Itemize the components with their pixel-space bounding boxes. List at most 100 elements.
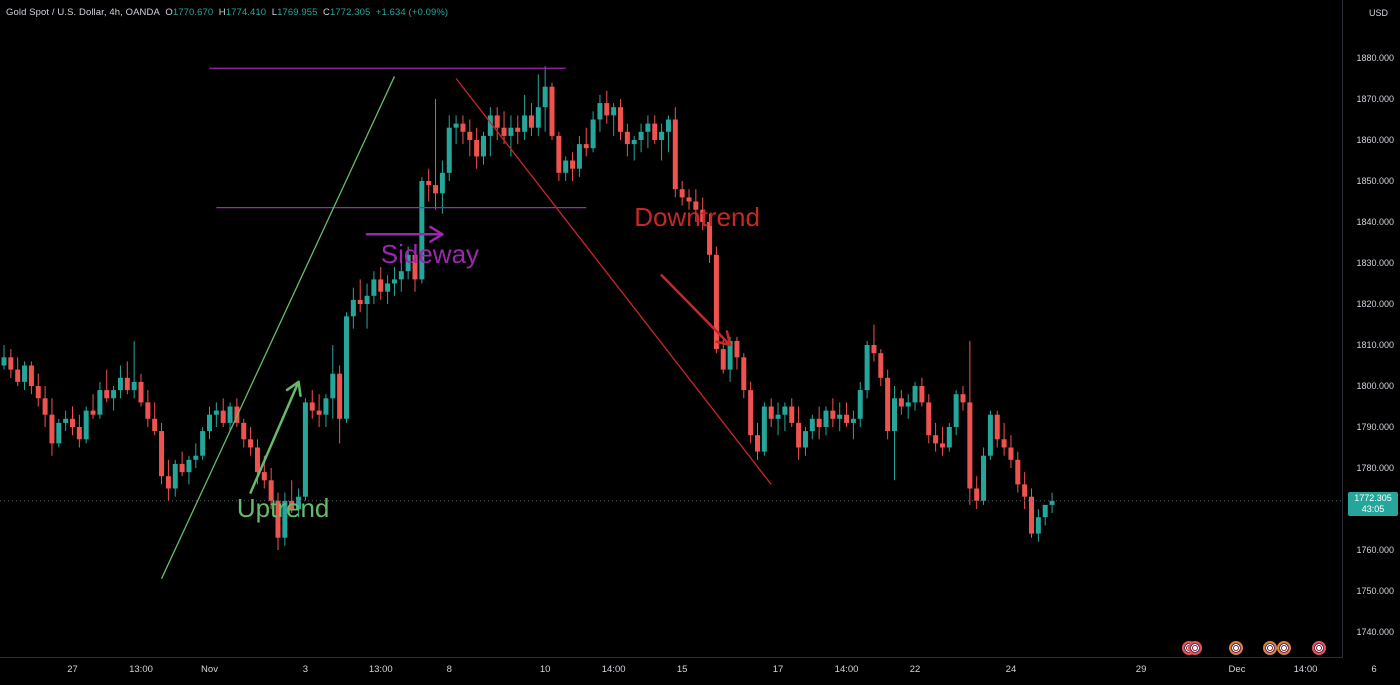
candle-down (583, 144, 589, 149)
candle-up (576, 144, 582, 169)
price-tick-label: 1870.000 (1356, 94, 1394, 104)
candle-up (946, 427, 952, 448)
candle-down (994, 414, 1000, 440)
open-label: O (165, 7, 173, 18)
time-tick-label: 14:00 (1294, 664, 1318, 675)
candle-down (652, 123, 658, 140)
candle-up (638, 131, 644, 140)
time-tick-label: 14:00 (835, 664, 859, 675)
candle-down (528, 115, 534, 128)
annotations-layer: Uptrend Sideway Downtrend (160, 67, 772, 579)
candle-up (398, 271, 404, 280)
candle-down (549, 86, 555, 136)
candle-up (864, 345, 870, 391)
candle-up (775, 414, 781, 419)
low-label: L (271, 7, 278, 18)
candle-down (720, 349, 726, 370)
us-flag-icon[interactable] (1263, 641, 1277, 655)
time-tick-label: 17 (773, 664, 784, 675)
candle-down (960, 394, 966, 403)
candle-up (809, 418, 815, 432)
candle-up (405, 254, 411, 272)
candle-up (446, 127, 452, 173)
low-value: 1769.955 (277, 7, 318, 18)
candle-down (152, 418, 158, 432)
candle-down (70, 418, 75, 427)
candle-down (618, 107, 623, 132)
price-tick-label: 1850.000 (1356, 176, 1394, 186)
time-tick-label: 29 (1136, 664, 1147, 675)
candle-up (97, 390, 103, 415)
candle-up (782, 406, 788, 415)
candle-up (453, 123, 459, 128)
candle-down (707, 222, 713, 255)
candle-down (515, 127, 521, 132)
candle-up (522, 115, 528, 132)
candles-layer (0, 66, 1342, 550)
candle-up (802, 431, 808, 448)
uptrend-label: Uptrend (237, 493, 330, 523)
candle-up (1035, 517, 1041, 534)
time-axis: 27 13:00 Nov 3 13:00 8 10 14:00 15 17 14:00 22 24 29 D… (67, 664, 1376, 675)
candle-up (892, 398, 897, 432)
symbol-title[interactable]: Gold Spot / U.S. Dollar, 4h, OANDA (6, 7, 160, 18)
arrow-head (715, 330, 732, 347)
candle-up (611, 107, 617, 116)
candle-up (83, 410, 89, 440)
time-tick-label: 8 (447, 664, 452, 675)
candle-down (104, 390, 110, 399)
candle-down (768, 406, 774, 419)
us-flag-icon[interactable] (1277, 641, 1291, 655)
high-label: H (218, 7, 226, 18)
candle-down (1015, 459, 1021, 485)
currency-label[interactable]: USD (1368, 8, 1388, 18)
candle-down (90, 410, 96, 415)
us-flag-icon[interactable] (1229, 641, 1243, 655)
candle-up (200, 431, 206, 456)
price-tick-label: 1750.000 (1356, 586, 1394, 596)
candle-down (138, 381, 144, 403)
candle-down (816, 418, 822, 427)
price-tick-label: 1780.000 (1356, 463, 1394, 473)
candle-up (371, 279, 377, 296)
candle-up (391, 279, 397, 284)
candle-down (474, 140, 480, 157)
candle-down (467, 131, 473, 140)
candle-down (460, 123, 466, 132)
candle-down (268, 480, 274, 501)
candle-down (261, 472, 267, 481)
candle-down (755, 435, 760, 452)
symbol-legend[interactable]: Gold Spot / U.S. Dollar, 4h, OANDA O1770… (6, 7, 448, 18)
candle-down (165, 476, 171, 489)
candle-down (1022, 484, 1028, 497)
candle-down (686, 197, 692, 202)
candle-up (857, 390, 863, 419)
last-price-tag: 1772.305 43:05 (1348, 491, 1398, 516)
time-tick-label: 13:00 (129, 664, 153, 675)
close-value: 1772.305 (329, 7, 371, 18)
candle-down (49, 414, 55, 444)
candle-up (535, 107, 541, 128)
last-price-value: 1772.305 (1354, 492, 1392, 503)
time-tick-label: 6 (1371, 664, 1376, 675)
time-tick-label: Dec (1229, 664, 1246, 675)
candle-down (919, 386, 925, 403)
price-tick-label: 1820.000 (1356, 299, 1394, 309)
candle-up (981, 455, 987, 501)
us-flag-icon[interactable] (1312, 641, 1326, 655)
candle-down (672, 119, 678, 190)
candle-down (741, 357, 747, 391)
candle-down (248, 439, 254, 448)
candle-down (8, 357, 14, 370)
bar-countdown: 43:05 (1361, 503, 1385, 514)
candle-down (275, 500, 281, 538)
candle-up (987, 414, 993, 456)
time-tick-label: Nov (201, 664, 218, 675)
candle-down (830, 410, 836, 419)
candle-up (631, 140, 637, 145)
us-flag-icon[interactable] (1188, 641, 1202, 655)
candle-up (117, 377, 123, 391)
candle-down (159, 431, 165, 477)
